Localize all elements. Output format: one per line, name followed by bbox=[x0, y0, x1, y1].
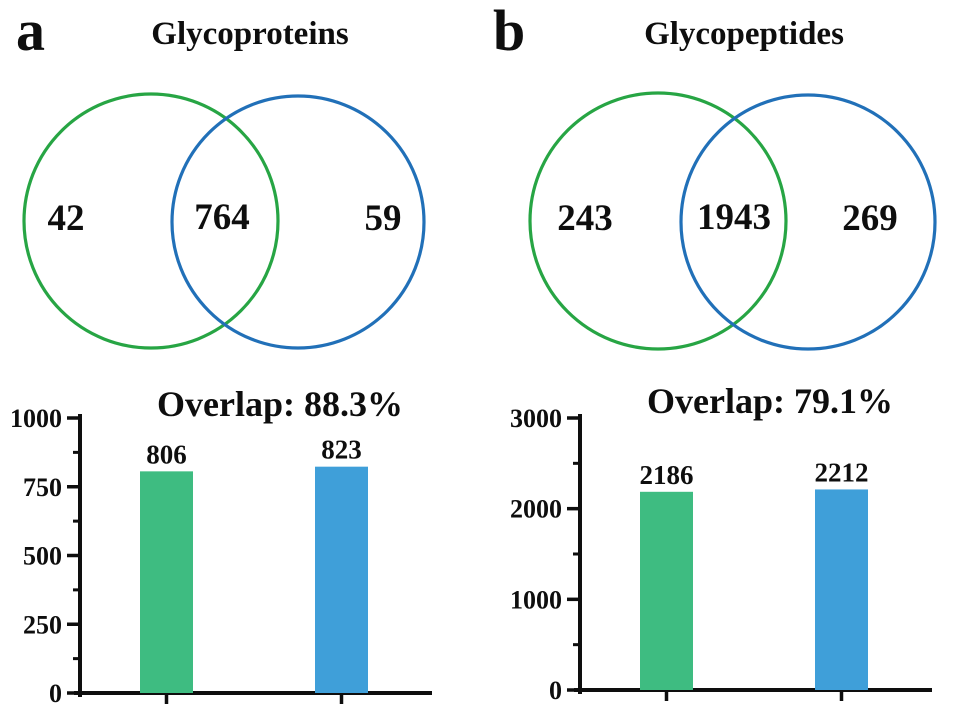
bar-blue bbox=[815, 489, 868, 690]
bar-green bbox=[140, 471, 193, 693]
venn-left-count: 42 bbox=[48, 198, 85, 239]
bar-chart: 0 1000 2000 3000 2186 2212 bbox=[510, 404, 932, 705]
venn-right-circle bbox=[679, 93, 937, 351]
venn-right-circle bbox=[170, 94, 426, 350]
y-axis-tick-label: 750 bbox=[23, 473, 62, 502]
bar-value-label: 2212 bbox=[815, 457, 869, 487]
y-axis-tick-label: 0 bbox=[549, 676, 562, 705]
y-axis-tick-label: 1000 bbox=[10, 404, 62, 433]
bar-value-label: 823 bbox=[321, 435, 362, 465]
panel-label: b bbox=[493, 0, 526, 63]
y-axis-tick-label: 0 bbox=[49, 679, 62, 708]
venn-left-circle bbox=[22, 92, 280, 350]
panel-a: a Glycoproteins 42 764 59 Overlap: 88.3%… bbox=[10, 0, 432, 708]
venn-diagram: 243 1943 269 bbox=[528, 91, 937, 351]
bar-chart-title: Overlap: 88.3% bbox=[157, 384, 403, 424]
y-axis-tick-label: 2000 bbox=[510, 495, 562, 524]
bar-value-label: 2186 bbox=[640, 460, 694, 490]
venn-title: Glycoproteins bbox=[151, 16, 349, 52]
venn-left-circle bbox=[528, 91, 788, 351]
venn-right-count: 269 bbox=[842, 198, 898, 239]
y-axis-tick-label: 500 bbox=[23, 542, 62, 571]
venn-overlap-count: 1943 bbox=[697, 197, 771, 238]
venn-diagram: 42 764 59 bbox=[22, 92, 426, 350]
y-axis-tick-label: 1000 bbox=[510, 585, 562, 614]
bar-blue bbox=[315, 466, 368, 693]
venn-title: Glycopeptides bbox=[644, 16, 844, 52]
venn-overlap-count: 764 bbox=[194, 197, 250, 238]
panel-b: b Glycopeptides 243 1943 269 Overlap: 79… bbox=[477, 0, 955, 714]
venn-right-count: 59 bbox=[365, 198, 402, 239]
panel-label: a bbox=[16, 0, 45, 63]
bar-green bbox=[640, 491, 693, 690]
bar-chart-title: Overlap: 79.1% bbox=[647, 381, 893, 421]
y-axis-tick-label: 250 bbox=[23, 610, 62, 639]
bar-chart: 0 250 500 750 1000 806 823 bbox=[10, 404, 432, 708]
venn-left-count: 243 bbox=[557, 198, 613, 239]
y-axis-tick-label: 3000 bbox=[510, 404, 562, 433]
bar-value-label: 806 bbox=[146, 439, 187, 469]
